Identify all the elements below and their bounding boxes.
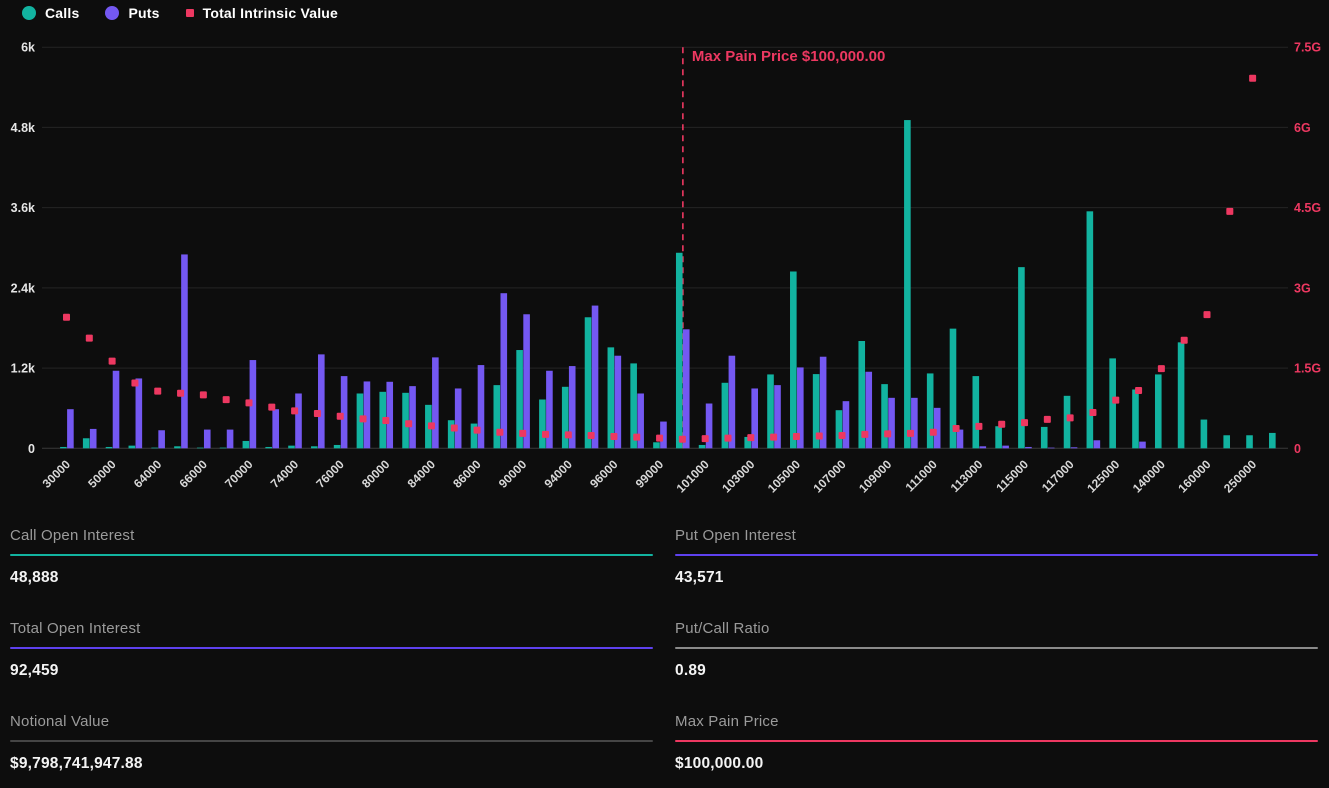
svg-text:125000: 125000 xyxy=(1084,457,1122,495)
intrinsic-points xyxy=(63,74,1257,443)
svg-text:64000: 64000 xyxy=(131,457,165,491)
svg-text:0: 0 xyxy=(28,442,35,456)
stat-card-max-pain-price: Max Pain Price $100,000.00 xyxy=(675,713,1318,773)
chart-legend: Calls Puts Total Intrinsic Value xyxy=(22,5,338,21)
stat-value: $100,000.00 xyxy=(675,755,764,772)
svg-text:96000: 96000 xyxy=(587,457,621,491)
svg-text:117000: 117000 xyxy=(1039,457,1077,495)
stat-label: Total Open Interest xyxy=(10,620,141,637)
stat-card-call-open-interest: Call Open Interest 48,888 xyxy=(10,527,653,587)
svg-text:140000: 140000 xyxy=(1130,457,1168,495)
svg-text:30000: 30000 xyxy=(40,457,74,491)
stat-underline xyxy=(10,740,653,742)
puts-legend-dot-icon xyxy=(105,6,120,20)
svg-text:0: 0 xyxy=(1294,442,1301,456)
stat-value: 0.89 xyxy=(675,662,706,679)
calls-legend-dot-icon xyxy=(22,6,36,20)
svg-text:111000: 111000 xyxy=(903,457,941,495)
svg-text:109000: 109000 xyxy=(856,457,894,495)
legend-item-calls[interactable]: Calls xyxy=(22,5,79,21)
stat-card-put-open-interest: Put Open Interest 43,571 xyxy=(675,527,1318,587)
stat-card-notional-value: Notional Value $9,798,741,947.88 xyxy=(10,713,653,773)
stat-label: Call Open Interest xyxy=(10,527,135,544)
stat-value: 43,571 xyxy=(675,569,724,586)
svg-text:80000: 80000 xyxy=(359,457,393,491)
svg-text:84000: 84000 xyxy=(405,457,439,491)
svg-text:107000: 107000 xyxy=(810,457,848,495)
svg-text:2.4k: 2.4k xyxy=(11,281,35,295)
stat-card-put-call-ratio: Put/Call Ratio 0.89 xyxy=(675,620,1318,680)
stat-underline xyxy=(675,647,1318,649)
stats-panel: Call Open Interest 48,888 Put Open Inter… xyxy=(0,527,1329,773)
svg-text:50000: 50000 xyxy=(85,457,119,491)
svg-text:99000: 99000 xyxy=(633,457,667,491)
max-pain-annotation: Max Pain Price $100,000.00 xyxy=(692,48,885,65)
stat-card-total-open-interest: Total Open Interest 92,459 xyxy=(10,620,653,680)
svg-text:1.5G: 1.5G xyxy=(1294,362,1321,376)
y-axis-left: 0 1.2k 2.4k 3.6k 4.8k 6k xyxy=(11,41,35,456)
x-axis-labels: 30000 50000 64000 66000 70000 74000 76000 80000… xyxy=(40,457,1260,495)
y-axis-right: 0 1.5G 3G 4.5G 6G 7.5G xyxy=(1294,41,1321,456)
svg-text:1.2k: 1.2k xyxy=(11,362,35,376)
svg-text:90000: 90000 xyxy=(496,457,530,491)
puts-bars xyxy=(67,254,1146,449)
svg-text:113000: 113000 xyxy=(948,457,986,495)
svg-text:74000: 74000 xyxy=(268,457,302,491)
stat-value: 92,459 xyxy=(10,662,59,679)
legend-item-puts[interactable]: Puts xyxy=(105,5,159,21)
svg-text:76000: 76000 xyxy=(313,457,347,491)
svg-text:4.8k: 4.8k xyxy=(11,121,35,135)
legend-label-calls: Calls xyxy=(45,5,80,21)
svg-text:70000: 70000 xyxy=(222,457,256,491)
stat-value: $9,798,741,947.88 xyxy=(10,755,143,772)
svg-text:250000: 250000 xyxy=(1221,457,1259,495)
svg-text:101000: 101000 xyxy=(674,457,712,495)
svg-text:6k: 6k xyxy=(21,41,35,55)
intrinsic-legend-square-icon xyxy=(185,9,194,17)
stat-label: Notional Value xyxy=(10,713,110,730)
svg-text:103000: 103000 xyxy=(719,457,757,495)
svg-text:160000: 160000 xyxy=(1175,457,1213,495)
svg-text:3G: 3G xyxy=(1294,281,1311,295)
calls-bars xyxy=(60,120,1276,449)
stat-underline xyxy=(675,554,1318,556)
svg-text:4.5G: 4.5G xyxy=(1294,201,1321,215)
stat-label: Put/Call Ratio xyxy=(675,620,770,637)
stat-underline xyxy=(10,554,653,556)
svg-text:66000: 66000 xyxy=(176,457,210,491)
svg-text:86000: 86000 xyxy=(450,457,484,491)
svg-text:105000: 105000 xyxy=(765,457,803,495)
stat-label: Max Pain Price xyxy=(675,713,779,730)
chart-area: 0 1.2k 2.4k 3.6k 4.8k 6k 0 1.5G 3G 4.5G 6G 7.5G Max … xyxy=(11,41,1321,496)
svg-text:94000: 94000 xyxy=(541,457,575,491)
svg-text:7.5G: 7.5G xyxy=(1294,41,1321,55)
stat-underline xyxy=(10,647,653,649)
svg-text:6G: 6G xyxy=(1294,121,1311,135)
max-pain-line: Max Pain Price $100,000.00 xyxy=(682,47,885,449)
stat-label: Put Open Interest xyxy=(675,527,796,544)
stat-value: 48,888 xyxy=(10,569,59,586)
legend-label-puts: Puts xyxy=(128,5,160,21)
svg-text:3.6k: 3.6k xyxy=(11,201,35,215)
stat-underline xyxy=(675,740,1318,742)
gridlines xyxy=(42,46,1288,449)
legend-item-total-intrinsic-value[interactable]: Total Intrinsic Value xyxy=(185,5,339,21)
options-open-interest-chart: 0 1.2k 2.4k 3.6k 4.8k 6k 0 1.5G 3G 4.5G 6G 7.5G Max … xyxy=(11,41,1321,496)
svg-text:115000: 115000 xyxy=(993,457,1031,495)
legend-label-total-intrinsic-value: Total Intrinsic Value xyxy=(202,5,339,21)
